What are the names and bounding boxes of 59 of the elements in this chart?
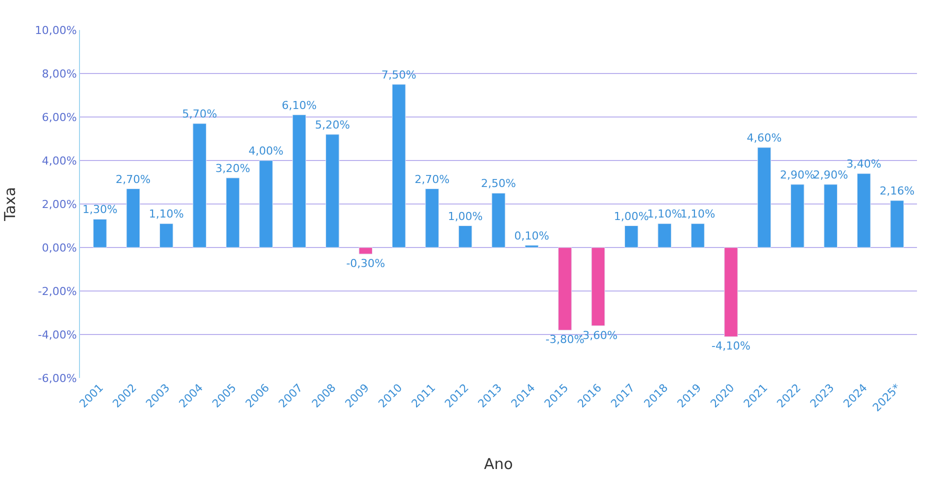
y-tick-label: 0,00%: [42, 241, 77, 254]
y-tick-label: 2,00%: [42, 198, 77, 211]
data-label: -0,30%: [346, 257, 386, 270]
data-label: 1,10%: [680, 208, 716, 221]
bar: [856, 173, 871, 248]
data-label: 4,00%: [248, 144, 284, 158]
data-label: 1,00%: [448, 210, 483, 223]
y-tick-label: 4,00%: [42, 154, 77, 168]
bar: [326, 134, 340, 248]
data-label: 1,10%: [647, 208, 682, 221]
y-tick-label: -4,00%: [38, 328, 77, 342]
bar: [192, 123, 206, 248]
bar: [425, 188, 439, 248]
bar: [93, 218, 107, 248]
y-tick-label: 6,00%: [42, 110, 77, 124]
bar: [492, 192, 506, 248]
bar: [392, 84, 406, 248]
data-label: 3,20%: [215, 162, 250, 175]
bar: [790, 184, 804, 248]
data-label: 2,90%: [813, 168, 848, 182]
data-label: 7,50%: [381, 68, 416, 82]
data-label: 2,90%: [780, 168, 815, 182]
bar: [658, 223, 672, 248]
data-label: 2,70%: [116, 172, 151, 186]
bar: [259, 160, 273, 248]
bar: [458, 226, 472, 248]
bar: [524, 245, 539, 248]
bar: [624, 226, 638, 248]
bar: [292, 114, 306, 248]
bar: [757, 147, 772, 248]
bar: [126, 188, 140, 248]
bar: [690, 223, 705, 248]
data-label: 0,10%: [514, 229, 550, 242]
data-label: 6,10%: [282, 98, 317, 112]
y-tick-label: 10,00%: [34, 24, 77, 37]
data-label: 1,00%: [614, 210, 649, 223]
data-label: 5,70%: [182, 108, 218, 121]
y-tick-label: -6,00%: [38, 372, 77, 385]
data-label: 2,16%: [880, 184, 915, 198]
bar: [558, 247, 572, 330]
y-tick-label: 8,00%: [42, 67, 77, 80]
data-label: 3,40%: [846, 158, 882, 171]
x-axis-title: Ano: [484, 455, 513, 474]
data-label: 1,10%: [148, 208, 184, 221]
bar: [358, 247, 373, 254]
bar: [824, 184, 838, 248]
y-axis-title: Taxa: [1, 187, 20, 222]
data-label: 2,70%: [414, 172, 450, 186]
bar: [724, 247, 738, 337]
y-tick-label: -2,00%: [38, 284, 77, 298]
bar: [226, 178, 240, 248]
data-label: 5,20%: [314, 118, 350, 132]
data-label: 4,60%: [746, 131, 782, 144]
bar: [591, 247, 606, 326]
data-label: -4,10%: [712, 340, 750, 353]
data-label: 2,50%: [481, 177, 516, 190]
bar: [890, 200, 904, 248]
bar: [159, 223, 174, 248]
data-label: 1,30%: [82, 203, 118, 216]
